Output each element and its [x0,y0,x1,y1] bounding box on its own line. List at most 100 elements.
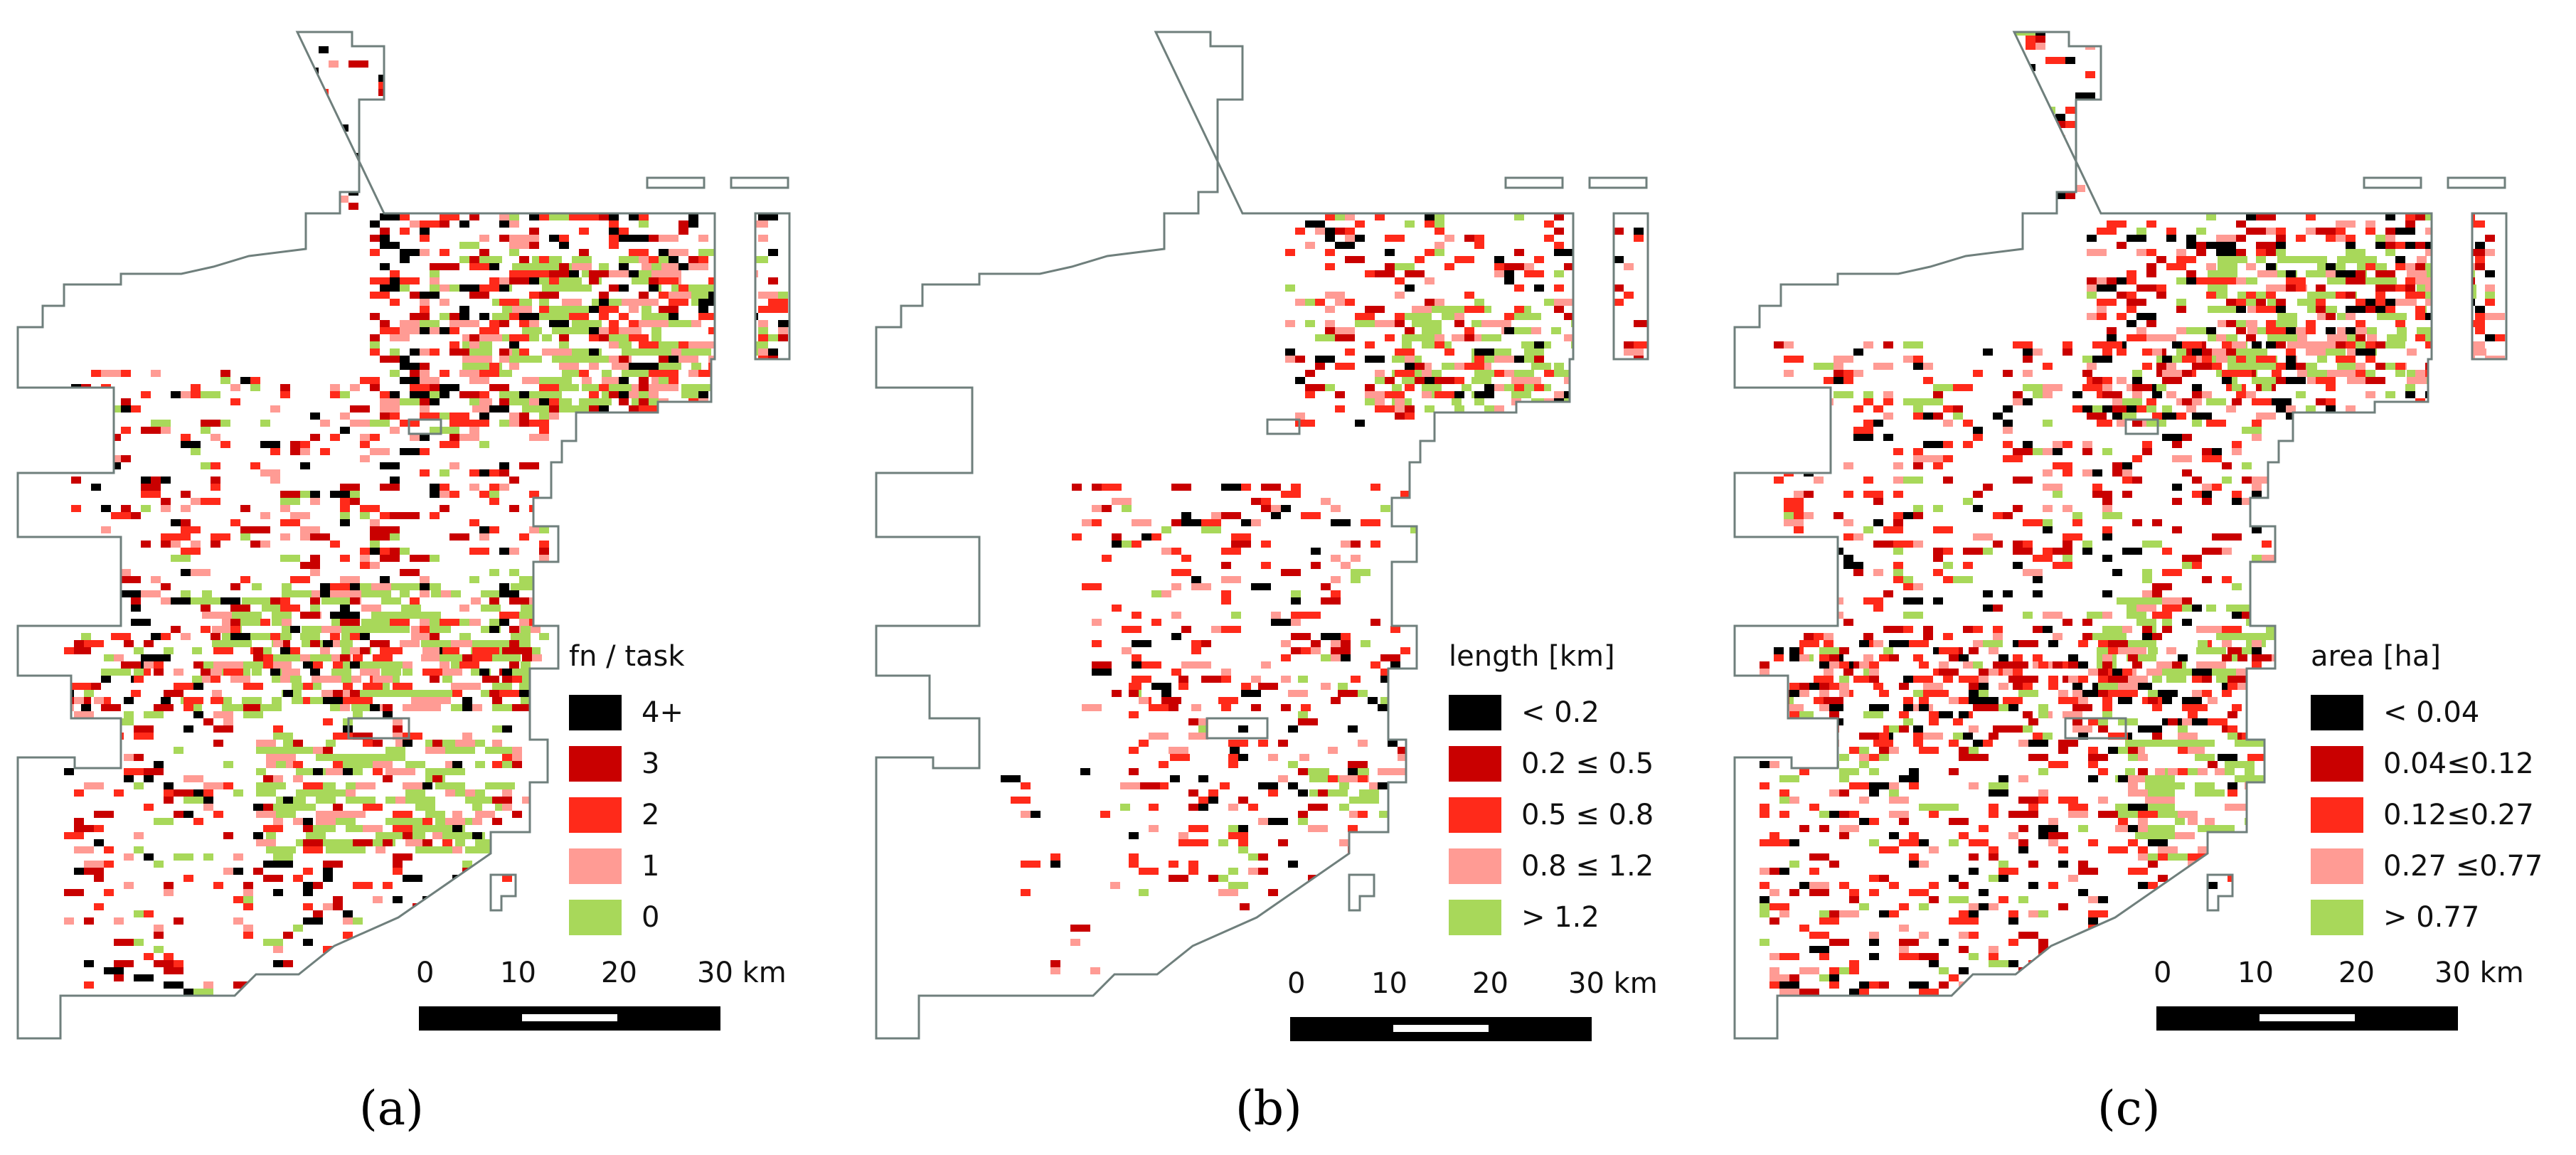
enclave-outline [1205,717,1269,740]
grid-cell [1228,761,1238,768]
grid-cell [193,711,203,718]
grid-cell [479,441,489,448]
grid-cell [1178,683,1188,690]
grid-cell [233,789,243,797]
grid-cell [2242,427,2252,434]
grid-cell [2192,398,2202,405]
grid-cell [1251,676,1261,683]
grid-cell [2475,306,2485,313]
grid-cell [256,747,286,754]
grid-cell [1969,647,1979,654]
grid-cell [502,839,512,846]
grid-cell [1348,846,1368,853]
grid-cell [1883,363,1893,370]
grid-cell [1191,704,1201,711]
grid-cell [222,619,232,626]
grid-cell [2246,213,2256,220]
grid-cell [2182,341,2202,348]
grid-cell [1809,946,1829,953]
grid-cell [383,882,393,889]
grid-cell [2013,541,2023,548]
grid-cell [183,989,193,996]
grid-cell [1943,477,1953,484]
grid-cell [1624,348,1644,356]
grid-cell [333,789,343,797]
grid-cell [2495,398,2505,405]
grid-cell [1345,299,1355,306]
grid-cell [678,420,688,427]
grid-cell [1784,398,1794,405]
grid-cell [2387,334,2407,341]
grid-cell [111,512,131,519]
grid-cell [283,981,303,989]
grid-cell [121,576,141,583]
grid-cell [373,754,383,761]
grid-cell [1365,306,1385,313]
grid-cell [539,427,549,434]
grid-cell [1873,605,1883,612]
grid-cell [492,861,502,868]
grid-cell [306,825,336,832]
grid-cell [1281,676,1291,683]
grid-cell [485,846,505,853]
grid-cell [1228,825,1238,832]
grid-cell [134,725,154,733]
grid-cell [363,804,383,811]
grid-cell [1407,875,1417,882]
grid-cell [1335,334,1355,341]
grid-cell [1983,548,1993,555]
grid-cell [1351,676,1361,683]
grid-cell [1221,704,1231,711]
grid-cell [2256,256,2266,263]
grid-cell [1979,704,1998,711]
grid-cell [449,327,459,334]
grid-cell [1110,882,1120,889]
grid-cell [2284,797,2294,804]
grid-cell [361,661,391,669]
grid-cell [2166,263,2176,270]
grid-cell [299,174,309,181]
grid-cell [2102,341,2122,348]
grid-cell [230,398,240,405]
grid-cell [1809,853,1829,861]
grid-cell [1504,327,1514,334]
grid-cell [1295,299,1305,306]
grid-cell [400,284,410,292]
grid-cell [519,619,529,626]
grid-cell [1534,341,1544,348]
grid-cell [2043,733,2053,740]
grid-cell [2013,477,2033,484]
grid-cell [94,754,114,761]
grid-cell [2072,725,2082,733]
grid-cell [462,861,472,868]
grid-cell [459,633,469,640]
grid-cell [1494,405,1504,412]
grid-cell [192,704,202,711]
grid-cell [1405,220,1415,228]
grid-cell [1969,853,1979,861]
grid-cell [2146,185,2156,192]
grid-cell [2437,313,2447,320]
grid-cell [642,263,651,270]
grid-cell [688,370,698,377]
grid-cell [1358,740,1368,747]
grid-cell [509,213,519,220]
grid-cell [1298,711,1308,718]
grid-cell [366,761,376,768]
grid-cell [1913,583,1923,590]
grid-cell [2108,846,2128,853]
grid-cell [1318,789,1328,797]
grid-cell [1983,740,1993,747]
grid-cell [2082,725,2092,733]
grid-cell [2033,391,2043,398]
grid-cell [2226,242,2236,249]
grid-cell [2138,910,2148,917]
grid-cell [1171,548,1181,555]
grid-cell [2228,363,2257,370]
grid-cell [649,299,659,306]
grid-cell [343,917,353,925]
grid-cell [539,384,549,391]
grid-cell [519,235,539,242]
grid-cell [1849,960,1859,967]
grid-cell [499,220,509,228]
